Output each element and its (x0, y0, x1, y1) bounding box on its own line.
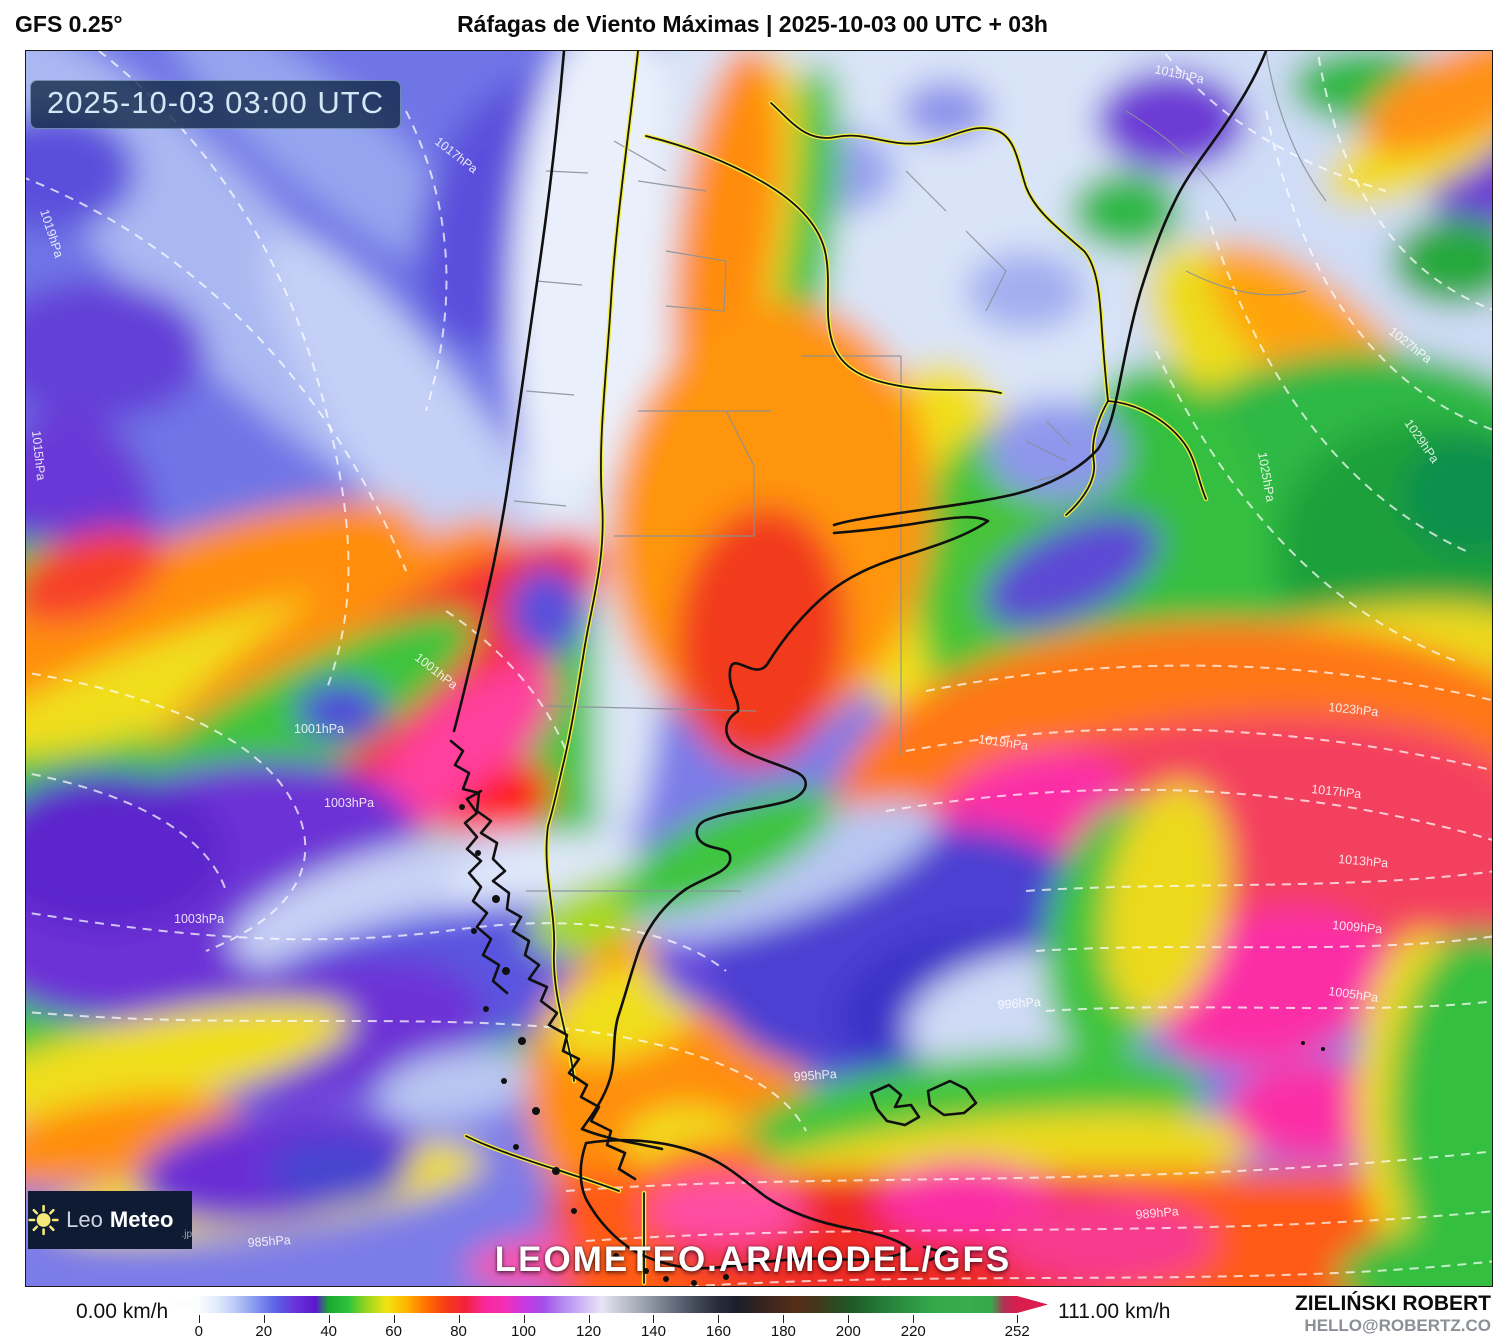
colorbar-tick (718, 1315, 720, 1323)
credit-block: ZIELIŃSKI ROBERT HELLO@ROBERTZ.CO (1295, 1292, 1491, 1336)
colorbar-tick-label: 160 (705, 1323, 731, 1339)
wind-gust-field (26, 51, 1492, 1286)
colorbar-tick (523, 1315, 525, 1323)
colorbar-tick-label: 100 (511, 1323, 537, 1339)
colorbar-tick (848, 1315, 850, 1323)
isobar-label: 1013hPa (1338, 852, 1389, 870)
colorbar-tick-label: 20 (255, 1323, 273, 1339)
isobar-label: 1017hPa (1311, 782, 1362, 801)
colorbar-tick (783, 1315, 785, 1323)
coastlines (449, 51, 1268, 1270)
colorbar-max-label: 111.00 km/h (1058, 1300, 1171, 1323)
logo-text-suffix: .jp (181, 1229, 192, 1240)
colorbar-tick (1017, 1315, 1019, 1323)
colorbar-tick (393, 1315, 395, 1323)
colorbar-tick (653, 1315, 655, 1323)
isobar-label: 1023hPa (1328, 700, 1379, 719)
weather-map: 1017hPa 1019hPa 1015hPa 1015hPa 1027hPa 1029h… (25, 50, 1493, 1287)
credit-email: HELLO@ROBERTZ.CO (1304, 1316, 1491, 1336)
small-islands (459, 804, 1325, 1286)
colorbar-tick-label: 40 (320, 1323, 338, 1339)
colorbar-tick-label: 220 (900, 1323, 926, 1339)
isobar-label: 1009hPa (1332, 918, 1383, 936)
model-label: GFS 0.25° (15, 11, 123, 37)
colorbar-min-label: 0.00 km/h (76, 1300, 169, 1323)
page-title: Ráfagas de Viento Máximas | 2025-10-03 0… (457, 11, 1048, 37)
isobar-label: 1019hPa (978, 732, 1030, 753)
isobar-label: 1015hPa (29, 430, 48, 481)
watermark: LEOMETEO.AR/MODEL/GFS (494, 1240, 1012, 1279)
country-borders (463, 51, 1209, 1286)
credit-name: ZIELIŃSKI ROBERT (1294, 1292, 1491, 1315)
colorbar-tick (458, 1315, 460, 1323)
logo-text-bold: Meteo (109, 1207, 174, 1232)
colorbar-ticks: 0 20 40 60 80 100 120 140 160 180 200 220 252 (168, 1313, 1048, 1339)
colorbar-tick (328, 1315, 330, 1323)
colorbar (168, 1296, 1048, 1313)
isobar-label: 985hPa (247, 1233, 291, 1250)
isobar-label: 1001hPa (294, 722, 344, 736)
colorbar-tick (588, 1315, 590, 1323)
sun-icon (28, 1204, 59, 1236)
colorbar-tick (913, 1315, 915, 1323)
colorbar-tick-label: 120 (576, 1323, 602, 1339)
isobar-label: 996hPa (997, 995, 1041, 1012)
colorbar-tick-label: 140 (640, 1323, 666, 1339)
colorbar-tick-label: 60 (385, 1323, 402, 1339)
isobar-lines (26, 51, 1492, 1286)
leometeo-logo: Leo Meteo .jp (28, 1191, 192, 1249)
colorbar-tick-label: 252 (1004, 1323, 1030, 1339)
colorbar-tick (263, 1315, 265, 1323)
isobar-label: 995hPa (793, 1067, 837, 1084)
timestamp-badge: 2025-10-03 03:00 UTC (30, 80, 402, 129)
colorbar-tick-label: 80 (450, 1323, 467, 1339)
logo-text-light: Leo (66, 1207, 103, 1232)
province-borders (513, 51, 1327, 892)
isobar-label: 1003hPa (174, 912, 224, 926)
colorbar-tick-label: 200 (835, 1323, 861, 1339)
wind-gust-map-svg: 1017hPa1019hPa1015hPa1015hPa1027hPa1029h… (26, 51, 1492, 1286)
isobar-label: 1005hPa (1328, 984, 1380, 1005)
colorbar-tick-label: 0 (194, 1323, 203, 1339)
colorbar-tick (198, 1315, 200, 1323)
isobar-label: 1003hPa (324, 796, 374, 810)
colorbar-tick-label: 180 (770, 1323, 796, 1339)
isobar-label: 989hPa (1135, 1204, 1179, 1222)
